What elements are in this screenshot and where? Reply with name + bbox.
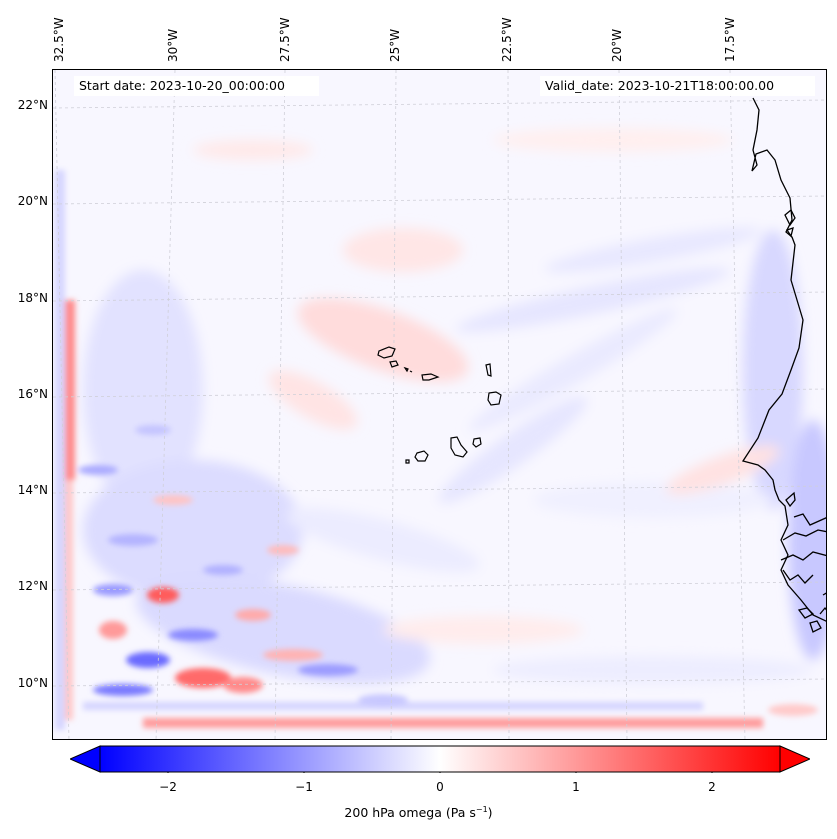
map-canvas <box>53 70 826 739</box>
colorbar-tick-label: 1 <box>572 780 580 794</box>
latitude-label: 20°N <box>17 194 48 208</box>
longitude-label: 17.5°W <box>723 17 737 62</box>
colorbar-tick-label: −1 <box>295 780 313 794</box>
start-date-label: Start date: 2023-10-20_00:00:00 <box>74 76 319 96</box>
longitude-label: 20°W <box>610 28 624 62</box>
cape-verde-islands <box>377 346 502 464</box>
colorbar-title-end: ) <box>487 805 493 821</box>
colorbar-max-extend <box>779 745 812 773</box>
latitude-label: 18°N <box>17 291 48 305</box>
longitude-label: 32.5°W <box>52 17 66 62</box>
latitude-label: 10°N <box>17 676 48 690</box>
colorbar-title-exponent: −1 <box>475 805 488 814</box>
colorbar <box>68 745 812 776</box>
valid-date-label: Valid_date: 2023-10-21T18:00:00.00 <box>540 76 815 96</box>
latitude-label: 22°N <box>17 98 48 112</box>
longitude-label: 30°W <box>166 28 180 62</box>
longitude-label: 25°W <box>388 28 402 62</box>
longitude-label: 27.5°W <box>278 17 292 62</box>
latitude-label: 12°N <box>17 579 48 593</box>
longitude-label: 22.5°W <box>500 17 514 62</box>
latitude-label: 14°N <box>17 483 48 497</box>
african-coastline <box>741 97 826 633</box>
omega-field-detail <box>55 170 818 730</box>
colorbar-tick-label: 0 <box>436 780 444 794</box>
colorbar-tick-label: −2 <box>159 780 177 794</box>
colorbar-svg <box>68 745 812 776</box>
graticule <box>53 70 826 739</box>
latitude-label: 16°N <box>17 387 48 401</box>
colorbar-tick-label: 2 <box>708 780 716 794</box>
colorbar-title-main: 200 hPa omega (Pa s <box>344 805 476 821</box>
map-panel <box>52 69 827 740</box>
colorbar-gradient <box>99 745 781 773</box>
omega-field-smooth <box>83 128 826 684</box>
colorbar-min-extend <box>68 745 101 773</box>
colorbar-title: 200 hPa omega (Pa s−1) <box>0 805 837 820</box>
